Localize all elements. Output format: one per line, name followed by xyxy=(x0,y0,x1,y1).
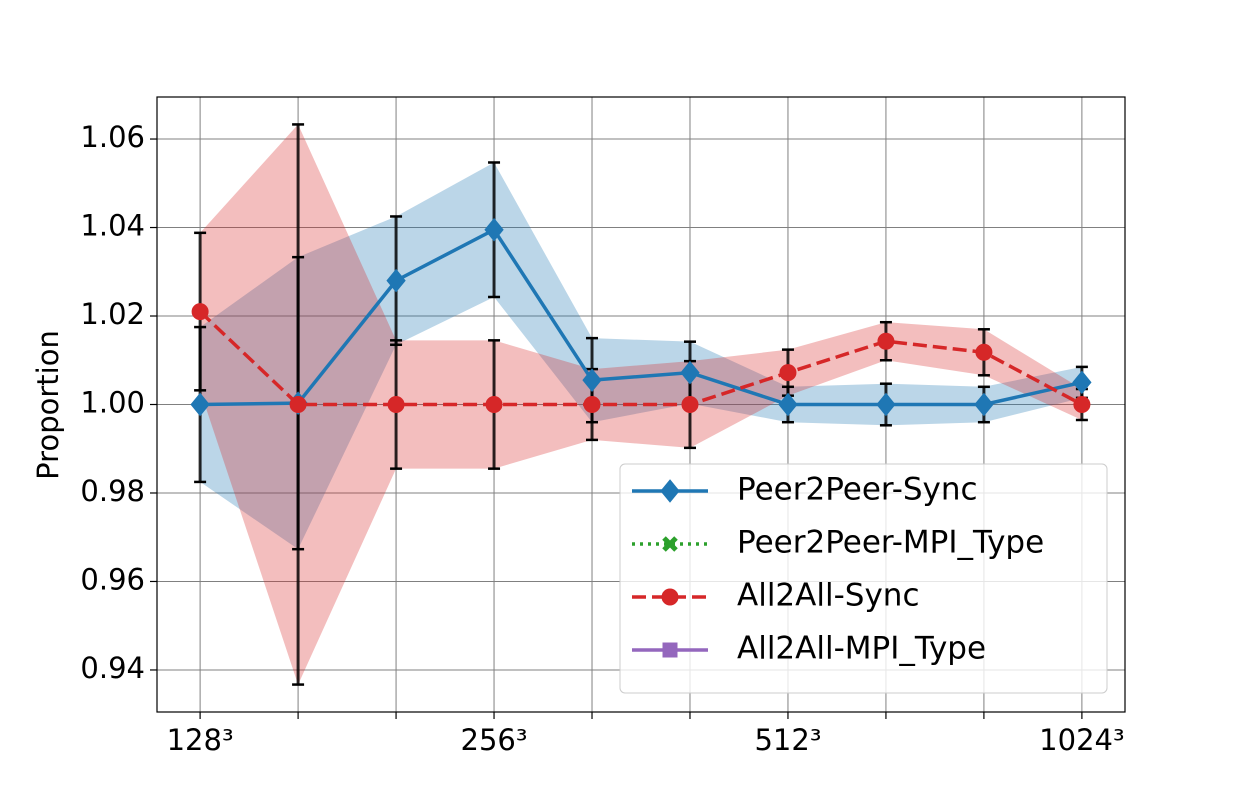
x-tick-label: 512³ xyxy=(754,723,821,757)
marker xyxy=(779,364,797,382)
y-axis-label: Proportion xyxy=(31,330,65,480)
legend-label: All2All-MPI_Type xyxy=(737,631,986,667)
y-tick-label: 0.94 xyxy=(80,651,145,685)
marker xyxy=(386,268,406,293)
marker xyxy=(583,396,601,413)
marker xyxy=(974,392,994,417)
y-tick-label: 1.04 xyxy=(80,209,145,243)
marker xyxy=(1073,396,1091,413)
error-band xyxy=(200,162,1082,550)
marker xyxy=(681,396,699,413)
marker xyxy=(662,642,678,658)
y-tick-label: 1.00 xyxy=(80,386,145,420)
marker xyxy=(680,360,700,385)
y-tick-label: 1.02 xyxy=(80,297,145,331)
y-tick-label: 1.06 xyxy=(80,120,145,154)
legend-label: Peer2Peer-MPI_Type xyxy=(737,525,1044,561)
y-tick-label: 0.96 xyxy=(80,562,145,596)
marker xyxy=(485,396,503,413)
marker xyxy=(190,392,210,417)
marker xyxy=(582,368,602,392)
series-line xyxy=(200,227,1083,407)
series-line xyxy=(198,310,1083,407)
marker xyxy=(484,217,504,242)
legend-label: All2All-Sync xyxy=(737,578,920,614)
x-tick-label: 256³ xyxy=(461,723,528,757)
marker xyxy=(877,332,895,350)
y-tick-label: 0.98 xyxy=(80,474,145,508)
marker xyxy=(661,588,679,606)
marker xyxy=(876,392,896,417)
marker xyxy=(289,396,307,413)
plot-frame xyxy=(156,96,1126,713)
marker xyxy=(778,392,798,417)
legend-box xyxy=(619,463,1108,694)
marker xyxy=(1072,370,1092,395)
marker xyxy=(191,303,209,321)
x-tick-label: 128³ xyxy=(167,723,234,757)
marker xyxy=(387,396,405,413)
x-tick-label: 1024³ xyxy=(1039,723,1124,757)
marker xyxy=(660,479,680,503)
error-band xyxy=(200,124,1082,685)
marker xyxy=(662,536,678,552)
marker xyxy=(975,343,993,361)
legend-label: Peer2Peer-Sync xyxy=(737,472,978,508)
